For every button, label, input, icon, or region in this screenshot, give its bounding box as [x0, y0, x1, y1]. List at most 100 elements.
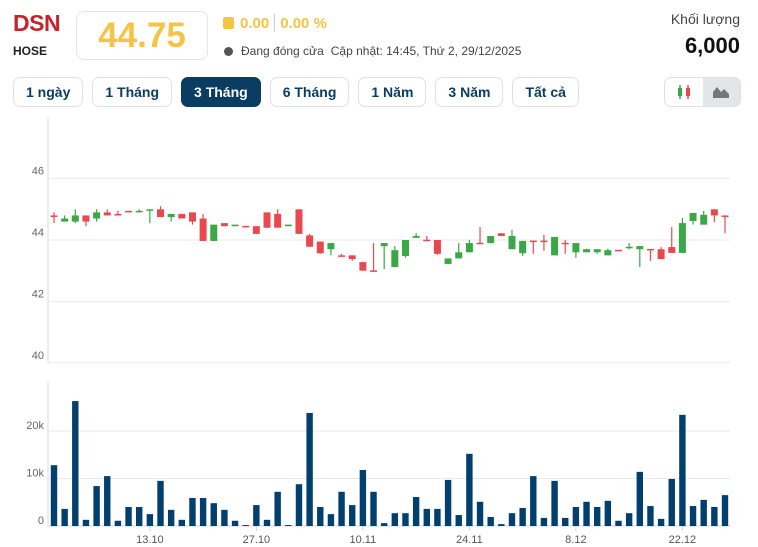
- candle-body: [444, 258, 452, 264]
- volume-bar: [199, 497, 207, 526]
- candle-body: [572, 243, 580, 253]
- volume-bar: [125, 507, 132, 526]
- candle-body: [551, 236, 559, 256]
- volume-tick-label: 20k: [26, 420, 44, 432]
- volume-bar: [689, 506, 697, 526]
- candle-body: [689, 212, 697, 221]
- volume-bar: [242, 525, 249, 526]
- volume-bar: [647, 506, 654, 526]
- price-tick-label: 40: [32, 350, 44, 362]
- volume-bar: [519, 507, 526, 526]
- volume-bar: [423, 508, 430, 526]
- candle-body: [540, 240, 548, 243]
- candle-body: [146, 209, 154, 211]
- volume-bar: [455, 515, 462, 526]
- volume-bar: [711, 507, 718, 526]
- volume-bar: [221, 509, 228, 526]
- candle-body: [508, 236, 516, 250]
- tab-1-year[interactable]: 1 Năm: [358, 77, 427, 107]
- candle-body: [401, 240, 409, 256]
- status-text: Đang đóng cửa: [241, 44, 324, 58]
- volume-bar: [167, 509, 175, 526]
- candle-body: [700, 214, 708, 225]
- candle-body: [487, 236, 495, 244]
- volume-tick-label: 0: [38, 515, 44, 527]
- volume-bar: [593, 507, 601, 526]
- current-price: 44.75: [76, 11, 208, 60]
- candle-body: [114, 213, 122, 216]
- candle-body: [604, 250, 612, 256]
- volume-bar: [604, 500, 612, 526]
- volume-bar: [562, 517, 569, 526]
- candle-body: [678, 223, 686, 253]
- candle-body: [93, 212, 101, 219]
- candle-body: [178, 213, 186, 219]
- volume-bar: [444, 479, 452, 526]
- candlestick-button[interactable]: [665, 78, 703, 106]
- change-percent: 0.00 %: [280, 14, 327, 32]
- x-tick-label: 24.11: [456, 534, 483, 546]
- tab-1-month[interactable]: 1 Tháng: [92, 77, 173, 107]
- area-chart-button[interactable]: [702, 78, 740, 106]
- volume-bar: [263, 519, 271, 526]
- candle-body: [359, 262, 367, 271]
- volume-bar: [104, 476, 111, 526]
- volume-bar: [306, 412, 313, 526]
- candle-body: [370, 270, 378, 272]
- volume-bar: [370, 491, 377, 526]
- candle-body: [412, 236, 420, 238]
- divider: [274, 14, 276, 32]
- candle-body: [135, 210, 143, 213]
- candle-body: [646, 248, 654, 251]
- volume-bar: [530, 476, 537, 526]
- candle-body: [220, 223, 228, 227]
- tab-3-months[interactable]: 3 Tháng: [181, 77, 261, 107]
- updated-time: Cập nhật: 14:45, Thứ 2, 29/12/2025: [330, 44, 522, 58]
- candle-body: [593, 249, 601, 253]
- volume-bar: [380, 523, 388, 526]
- volume-bar: [93, 486, 100, 526]
- volume-bar: [615, 520, 622, 526]
- candle-body: [316, 241, 324, 254]
- volume-bar: [572, 507, 580, 526]
- candle-body: [82, 215, 90, 222]
- volume-bar: [721, 495, 729, 526]
- candle-body: [391, 250, 399, 268]
- candle-body: [636, 246, 644, 250]
- x-tick-label: 8.12: [565, 534, 586, 546]
- tab-3-years[interactable]: 3 Năm: [435, 77, 504, 107]
- tab-6-months[interactable]: 6 Tháng: [269, 77, 350, 107]
- tab-all[interactable]: Tất cả: [512, 77, 579, 107]
- candle-body: [125, 210, 133, 213]
- volume-tick-label: 10k: [26, 468, 44, 480]
- candle-body: [71, 215, 79, 222]
- volume-bar: [274, 491, 281, 526]
- x-tick-label: 13.10: [136, 534, 164, 546]
- x-tick-label: 27.10: [243, 534, 271, 546]
- volume-bar: [583, 501, 590, 526]
- volume-bar: [359, 469, 367, 526]
- volume-bar: [540, 517, 548, 526]
- candle-body: [625, 246, 633, 249]
- price-tick-label: 42: [32, 288, 44, 300]
- volume-bar: [327, 514, 335, 526]
- exchange-label: HOSE: [13, 44, 48, 58]
- volume-bar: [625, 513, 633, 526]
- candle-body: [50, 215, 58, 217]
- volume-bar: [189, 497, 196, 526]
- candle-body: [284, 224, 292, 227]
- volume-bar: [61, 508, 68, 526]
- volume-bar: [82, 519, 90, 526]
- candle-body: [380, 243, 388, 247]
- tab-1-day[interactable]: 1 ngày: [13, 77, 84, 107]
- volume-bar: [412, 497, 420, 526]
- volume-bar: [349, 505, 356, 526]
- volume-bar: [178, 519, 186, 526]
- candle-body: [561, 242, 569, 245]
- candle-body: [199, 218, 207, 241]
- candle-body: [476, 242, 484, 245]
- change-value: 0.00: [240, 14, 270, 32]
- unchanged-indicator-icon: [223, 17, 234, 29]
- volume-bar: [434, 508, 441, 526]
